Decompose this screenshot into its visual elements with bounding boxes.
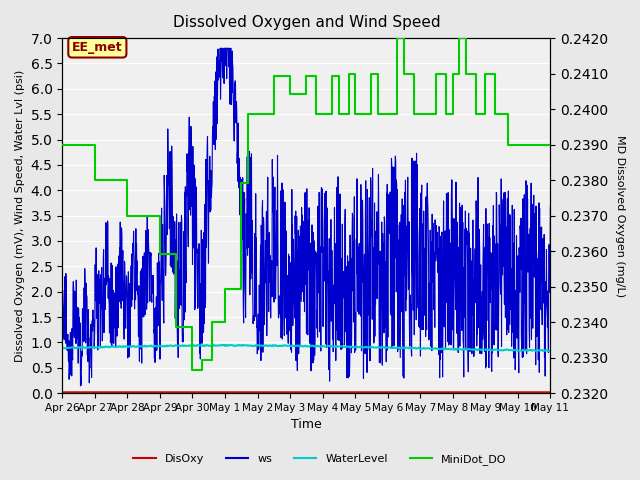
Y-axis label: MD Dissolved Oxygen (mg/L): MD Dissolved Oxygen (mg/L): [615, 134, 625, 297]
Text: EE_met: EE_met: [72, 41, 123, 54]
Legend: DisOxy, ws, WaterLevel, MiniDot_DO: DisOxy, ws, WaterLevel, MiniDot_DO: [129, 450, 511, 469]
Title: Dissolved Oxygen and Wind Speed: Dissolved Oxygen and Wind Speed: [173, 15, 440, 30]
X-axis label: Time: Time: [291, 419, 322, 432]
Y-axis label: Dissolved Oxygen (mV), Wind Speed, Water Lvl (psi): Dissolved Oxygen (mV), Wind Speed, Water…: [15, 70, 25, 362]
